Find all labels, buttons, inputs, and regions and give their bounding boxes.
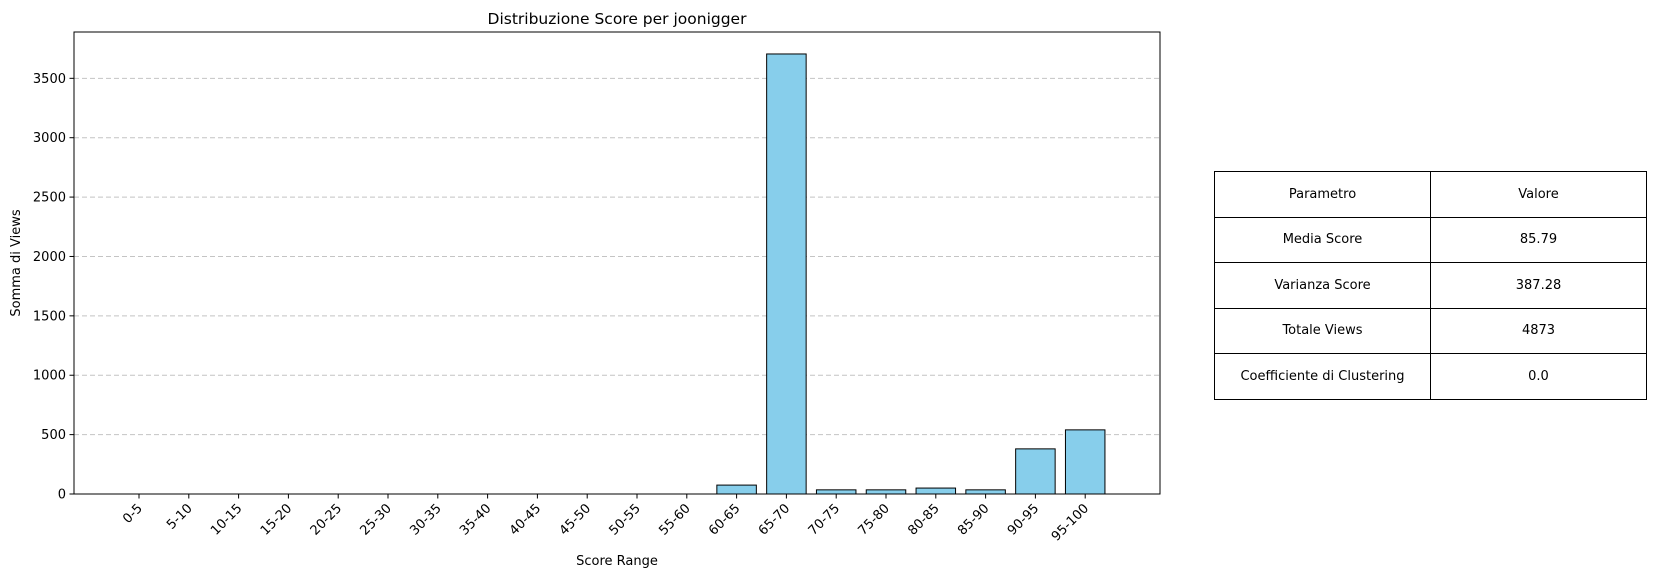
y-gridlines (74, 77, 1160, 495)
bar (1015, 448, 1056, 495)
bar (1064, 429, 1106, 495)
header-parametro: Parametro (1214, 171, 1431, 218)
chart-title: Distribuzione Score per joonigger (488, 10, 748, 28)
x-tick-label: 50-55 (607, 501, 644, 538)
x-tick-label: 65-70 (756, 501, 793, 538)
table-row: Media Score 85.79 (1214, 216, 1647, 263)
table-row: Varianza Score 387.28 (1214, 262, 1647, 309)
bar (915, 487, 957, 495)
x-tick-label: 40-45 (507, 501, 544, 538)
x-axis: 0-5 5-10 10-15 15-20 20-25 25-30 30-35 35-40 40-… (120, 494, 1092, 544)
param-value: 4873 (1430, 307, 1647, 354)
x-tick-label: 55-60 (656, 501, 693, 538)
x-tick-label: 85-90 (955, 501, 992, 538)
bar (865, 489, 907, 495)
x-tick-label: 90-95 (1005, 501, 1042, 538)
y-tick-label: 500 (41, 428, 66, 443)
bar (716, 484, 757, 495)
table-header-row: Parametro Valore (1214, 171, 1647, 218)
x-tick-label: 25-30 (358, 501, 395, 538)
table-row: Totale Views 4873 (1214, 307, 1647, 354)
param-name: Totale Views (1214, 307, 1431, 354)
y-tick-label: 3500 (33, 72, 66, 87)
x-tick-label: 75-80 (856, 501, 893, 538)
table-row: Coefficiente di Clustering 0.0 (1214, 353, 1647, 400)
x-axis-label: Score Range (576, 554, 658, 569)
bar (766, 53, 807, 495)
x-tick-label: 70-75 (806, 501, 843, 538)
x-tick-label: 80-85 (905, 501, 942, 538)
bar (815, 489, 857, 495)
score-distribution-chart: 0 500 1000 1500 2000 2500 3000 3500 0-5 5-10 10-1… (9, 10, 1161, 569)
x-tick-label: 30-35 (407, 501, 444, 538)
y-tick-label: 1000 (33, 369, 66, 384)
y-tick-label: 2000 (33, 250, 66, 265)
x-tick-label: 60-65 (706, 501, 743, 538)
y-tick-label: 3000 (33, 131, 66, 146)
x-tick-label: 10-15 (208, 501, 245, 538)
param-name: Media Score (1214, 216, 1431, 263)
bars-group (716, 53, 1106, 495)
param-name: Coefficiente di Clustering (1214, 353, 1431, 400)
param-value: 387.28 (1430, 262, 1647, 309)
x-tick-label: 45-50 (557, 501, 594, 538)
x-tick-label: 35-40 (457, 501, 494, 538)
plot-frame (73, 31, 1161, 495)
bar (965, 489, 1006, 495)
param-value: 0.0 (1430, 353, 1647, 400)
stats-table: Parametro Valore Media Score 85.79 Varia… (1214, 171, 1647, 400)
param-name: Varianza Score (1214, 262, 1431, 309)
y-tick-label: 1500 (33, 309, 66, 324)
param-value: 85.79 (1430, 216, 1647, 263)
header-valore: Valore (1430, 171, 1647, 218)
x-tick-label: 20-25 (308, 501, 345, 538)
y-axis: 0 500 1000 1500 2000 2500 3000 3500 (33, 72, 74, 503)
x-tick-label: 95-100 (1049, 501, 1092, 544)
x-tick-label: 15-20 (258, 501, 295, 538)
y-axis-label: Somma di Views (9, 209, 24, 316)
y-tick-label: 2500 (33, 191, 66, 206)
x-tick-label: 5-10 (164, 501, 195, 532)
y-tick-label: 0 (58, 488, 66, 503)
x-tick-label: 0-5 (120, 501, 146, 527)
